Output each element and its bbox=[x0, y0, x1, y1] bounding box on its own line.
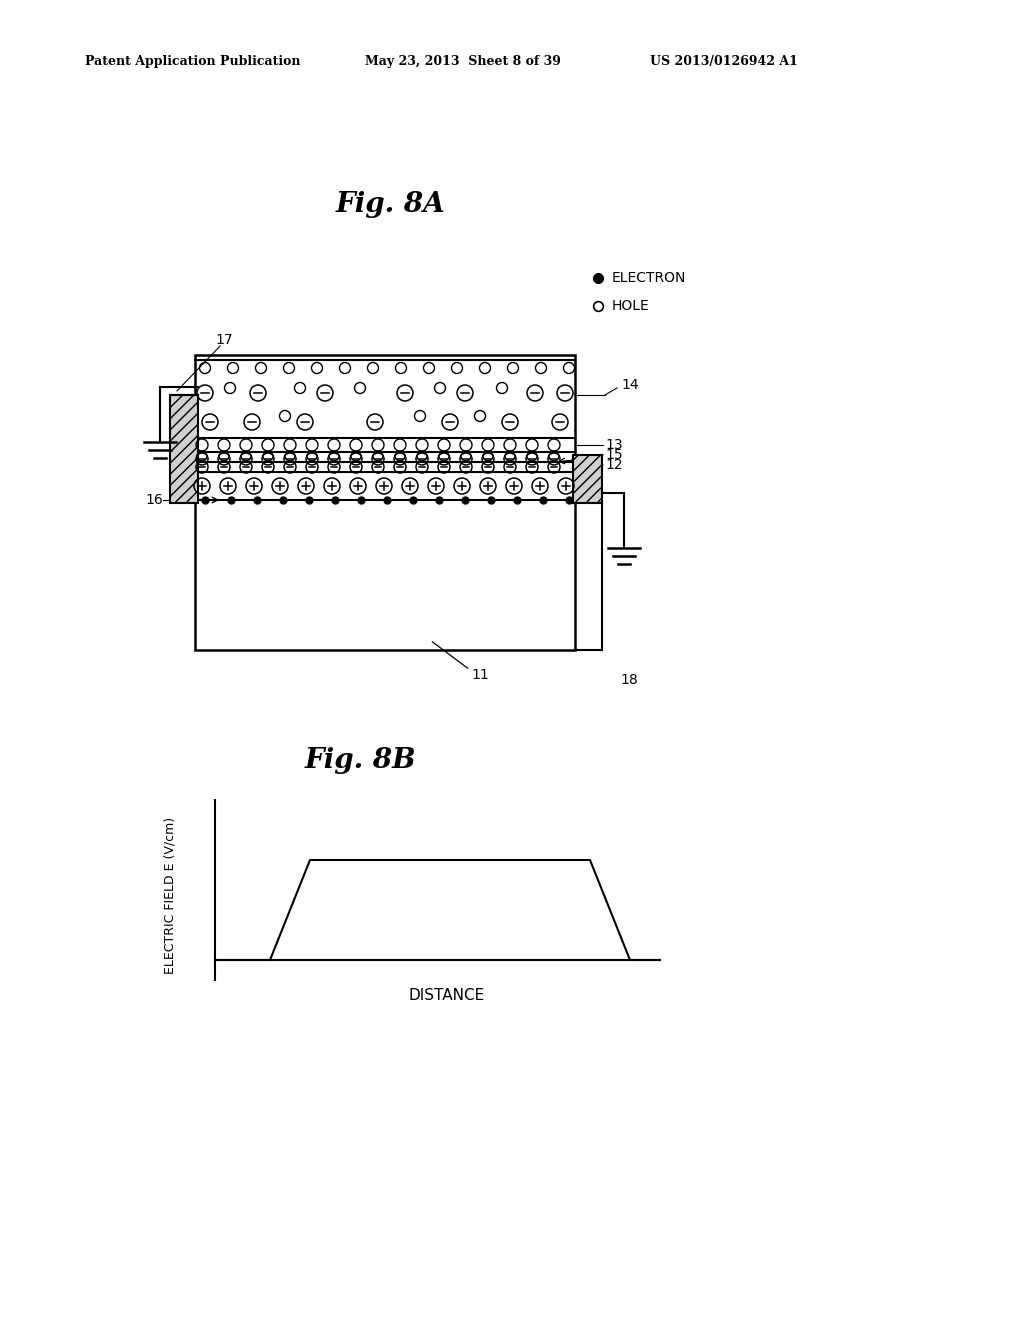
Text: 16: 16 bbox=[145, 492, 163, 507]
Text: Fig. 8A: Fig. 8A bbox=[335, 191, 444, 219]
Text: DISTANCE: DISTANCE bbox=[409, 987, 485, 1002]
Text: 14: 14 bbox=[621, 378, 639, 392]
Text: May 23, 2013  Sheet 8 of 39: May 23, 2013 Sheet 8 of 39 bbox=[365, 55, 561, 69]
Text: 15: 15 bbox=[605, 447, 623, 462]
Text: 18: 18 bbox=[621, 673, 638, 686]
Polygon shape bbox=[573, 455, 602, 503]
Text: 11: 11 bbox=[471, 668, 488, 682]
Polygon shape bbox=[170, 395, 198, 503]
Text: 12: 12 bbox=[605, 458, 623, 473]
Text: Patent Application Publication: Patent Application Publication bbox=[85, 55, 300, 69]
Text: ELECTRON: ELECTRON bbox=[612, 271, 686, 285]
Text: Fig. 8B: Fig. 8B bbox=[304, 747, 416, 774]
Text: 17: 17 bbox=[215, 333, 232, 347]
Text: US 2013/0126942 A1: US 2013/0126942 A1 bbox=[650, 55, 798, 69]
Text: HOLE: HOLE bbox=[612, 300, 650, 313]
Text: 13: 13 bbox=[605, 438, 623, 451]
Text: ELECTRIC FIELD E (V/cm): ELECTRIC FIELD E (V/cm) bbox=[164, 817, 176, 974]
